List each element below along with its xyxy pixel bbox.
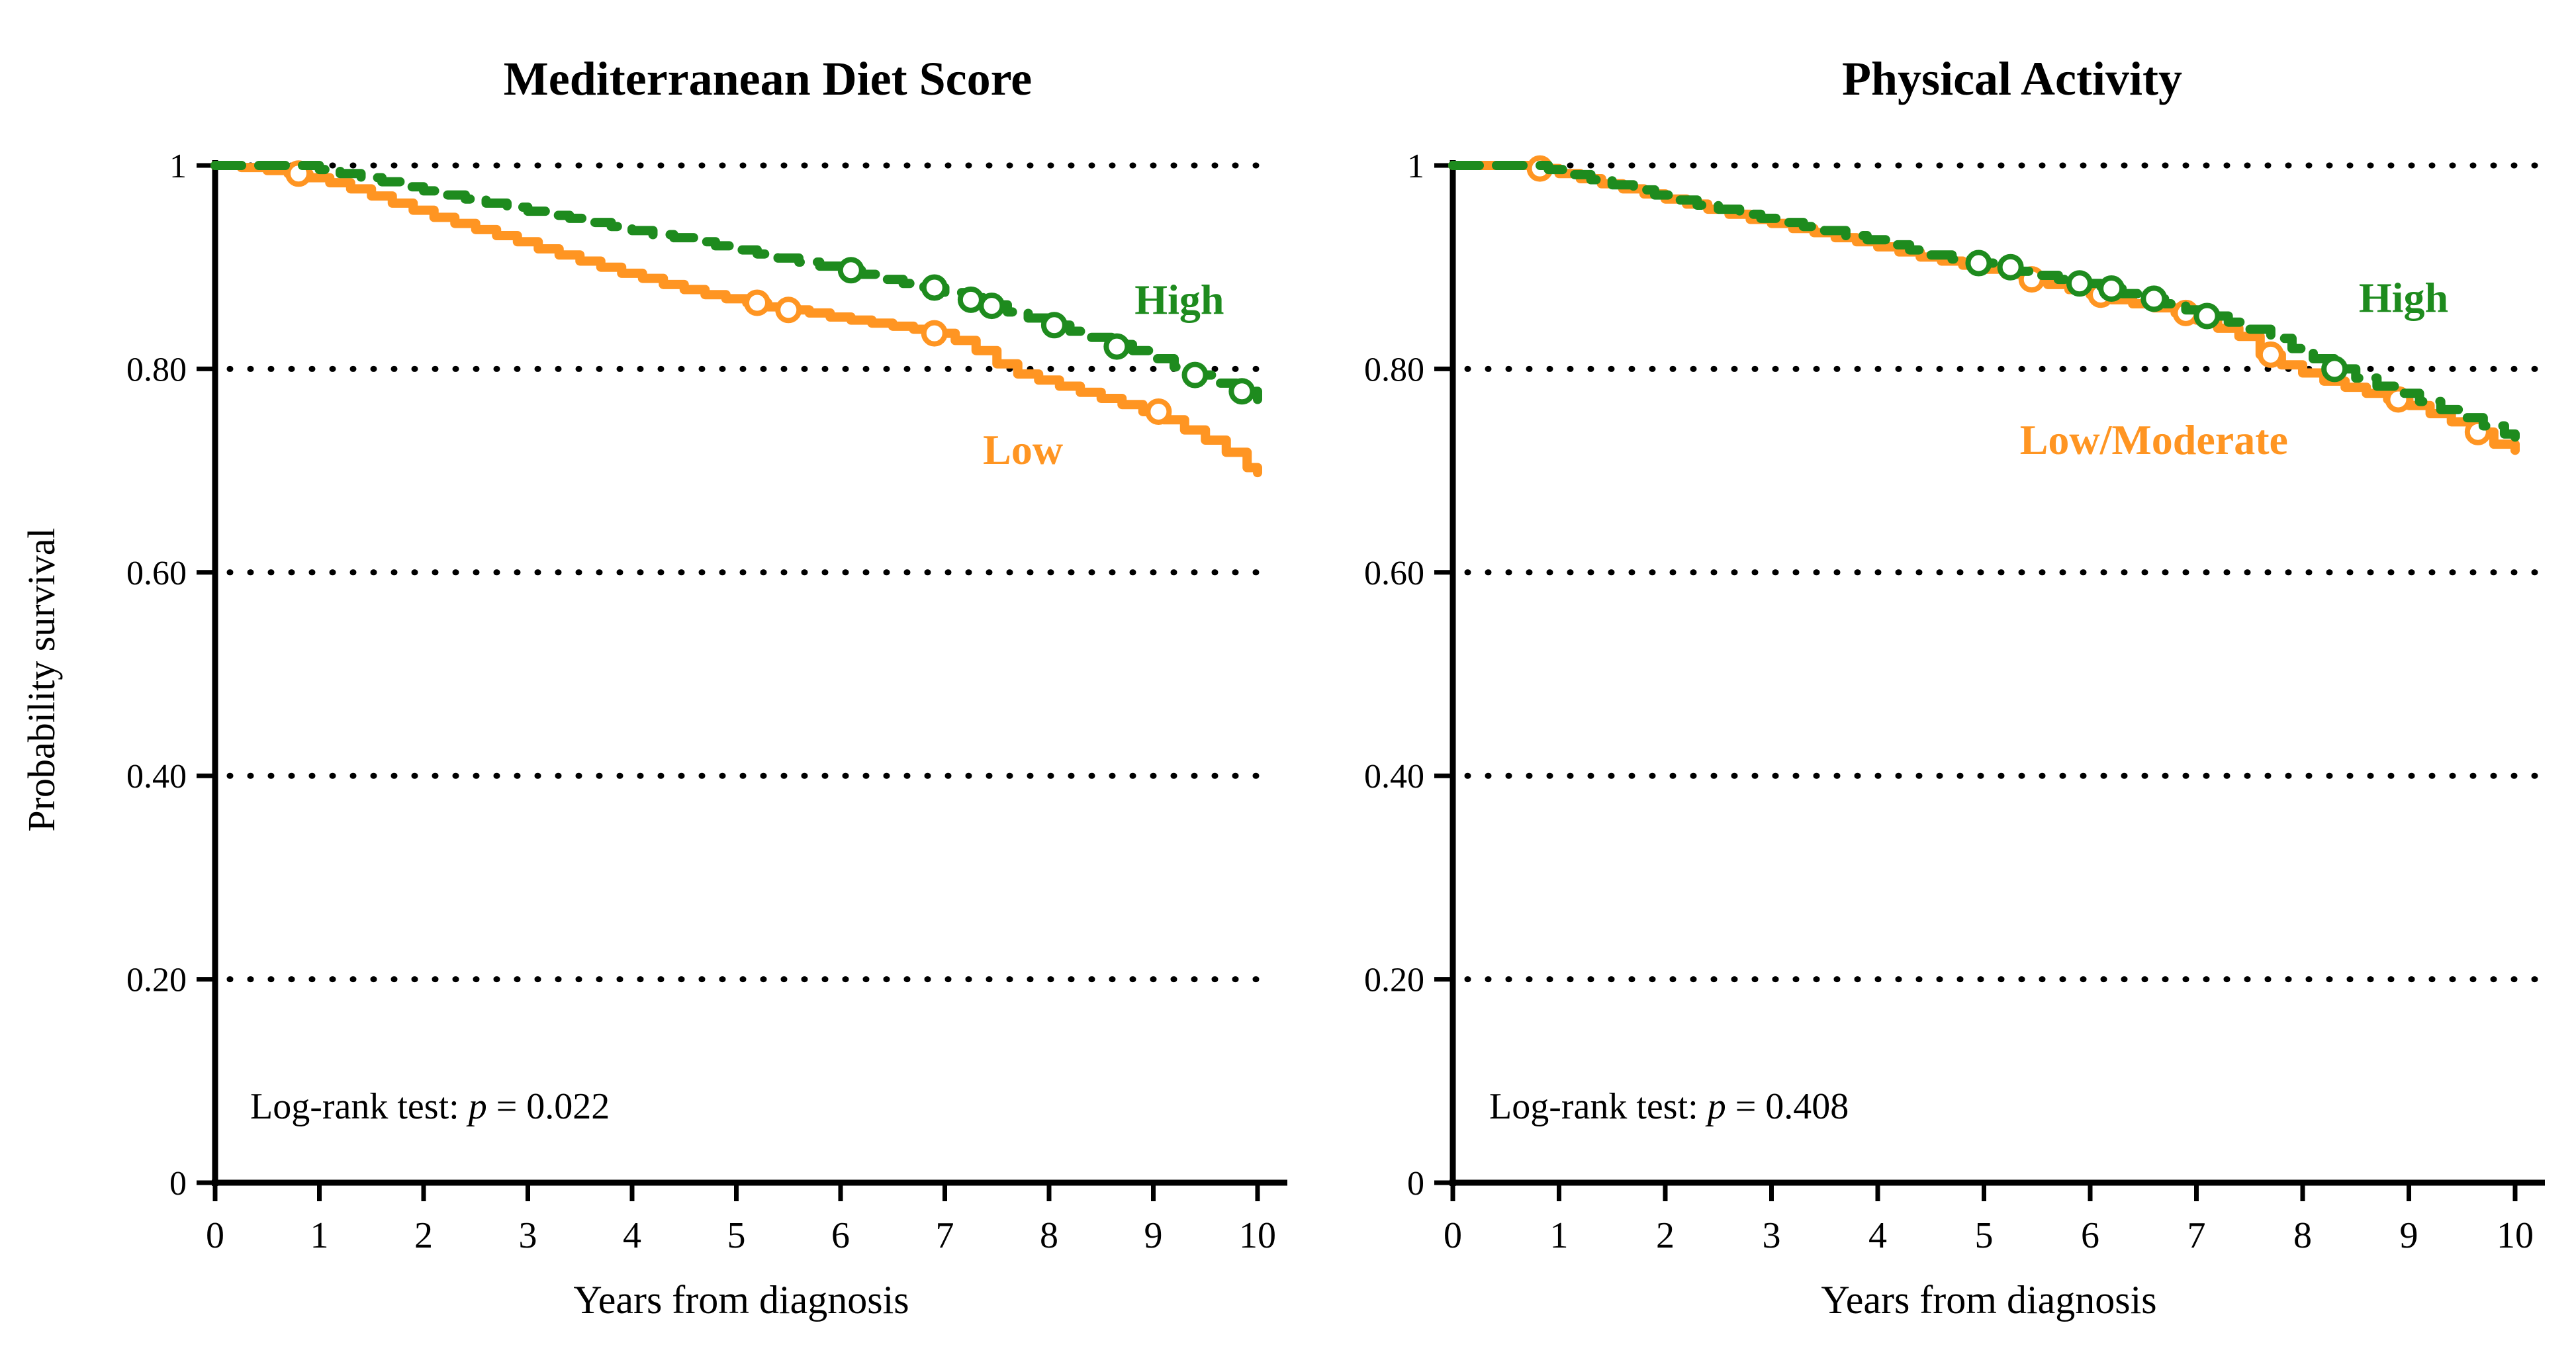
logrank-text: Log-rank test: (250, 1086, 469, 1127)
x-tick-label: 5 (727, 1215, 746, 1256)
x-tick-label: 3 (519, 1215, 537, 1256)
x-tick-label: 1 (1550, 1215, 1569, 1256)
censor-mark (2257, 341, 2284, 368)
censor-mark (1103, 333, 1130, 360)
legend-high-left: High (1134, 275, 1224, 323)
logrank-p-value: = 0.408 (1725, 1086, 1849, 1127)
censor-mark (2140, 285, 2168, 312)
logrank-p-value: = 0.022 (486, 1086, 610, 1127)
x-tick-label: 6 (2081, 1215, 2099, 1256)
y-tick-label: 0.40 (1364, 758, 1424, 796)
censor-mark (957, 286, 984, 313)
x-tick-label: 5 (1975, 1215, 1994, 1256)
x-tick-label: 0 (206, 1215, 224, 1256)
censor-mark (1997, 253, 2024, 281)
panel-title-physical-activity: Physical Activity (1842, 52, 2182, 105)
y-tick-label: 0 (1407, 1165, 1424, 1203)
x-tick-label: 10 (2497, 1215, 2534, 1256)
y-tick-label: 0.40 (126, 758, 187, 796)
x-tick-label: 3 (1763, 1215, 1781, 1256)
x-tick-label: 8 (2293, 1215, 2312, 1256)
censor-mark (921, 274, 948, 301)
censor-mark (1040, 312, 1068, 339)
logrank-annotation-left: Log-rank test: p = 0.022 (250, 1085, 610, 1128)
censor-mark (775, 297, 802, 324)
x-tick-label: 6 (831, 1215, 850, 1256)
x-tick-label: 10 (1239, 1215, 1276, 1256)
y-tick-label: 0.20 (126, 962, 187, 999)
censor-mark (1965, 250, 1992, 277)
logrank-p-symbol: p (468, 1086, 487, 1127)
survival-curve-low (210, 161, 1262, 478)
censor-mark (2172, 299, 2199, 326)
censor-mark (2018, 266, 2045, 293)
y-tick-label: 0.20 (1364, 962, 1424, 999)
survival-curve-high (210, 161, 1262, 404)
x-tick-label: 4 (1868, 1215, 1887, 1256)
y-tick-label: 0.60 (1364, 555, 1424, 592)
y-tick-label: 0.80 (126, 351, 187, 388)
censor-mark (1228, 378, 1256, 405)
x-tick-label: 2 (1656, 1215, 1675, 1256)
censor-mark (978, 293, 1005, 320)
x-tick-label: 7 (936, 1215, 954, 1256)
censor-mark (285, 160, 312, 187)
panel-title-mediterranean-diet: Mediterranean Diet Score (503, 52, 1033, 105)
y-axis-title: Probability survival (20, 527, 63, 832)
logrank-text: Log-rank test: (1489, 1086, 1708, 1127)
legend-low-moderate-right: Low/Moderate (2019, 416, 2288, 463)
x-axis-title-left: Years from diagnosis (573, 1278, 909, 1322)
censor-mark (2385, 386, 2412, 413)
survival-curve-low-moderate (1448, 161, 2520, 455)
censor-mark (744, 289, 770, 316)
censor-mark (2321, 355, 2348, 383)
censor-mark (921, 320, 948, 347)
x-axis-title-right: Years from diagnosis (1821, 1278, 2157, 1322)
censor-mark (1181, 361, 1209, 388)
censor-mark (2464, 418, 2491, 445)
y-tick-label: 1 (169, 148, 187, 185)
survival-curve-high (1448, 161, 2520, 442)
censor-mark (1526, 155, 1553, 182)
censor-mark (1145, 398, 1172, 425)
x-tick-label: 0 (1444, 1215, 1462, 1256)
x-tick-label: 7 (2187, 1215, 2206, 1256)
censor-mark (2193, 302, 2221, 330)
y-tick-label: 0.60 (126, 555, 187, 592)
x-tick-label: 9 (2400, 1215, 2418, 1256)
censor-mark (2066, 270, 2093, 297)
x-tick-label: 1 (310, 1215, 329, 1256)
censor-mark (2088, 281, 2115, 308)
legend-low-left: Low (983, 426, 1064, 474)
censor-mark (2098, 275, 2125, 302)
logrank-annotation-right: Log-rank test: p = 0.408 (1489, 1085, 1849, 1128)
x-tick-label: 2 (414, 1215, 433, 1256)
legend-high-right: High (2358, 273, 2449, 321)
x-tick-label: 9 (1144, 1215, 1163, 1256)
censor-mark (837, 257, 864, 284)
y-tick-label: 0.80 (1364, 351, 1424, 388)
y-tick-label: 1 (1407, 148, 1424, 185)
x-tick-label: 8 (1040, 1215, 1058, 1256)
logrank-p-symbol: p (1707, 1086, 1726, 1127)
y-tick-label: 0 (169, 1165, 187, 1203)
x-tick-label: 4 (623, 1215, 641, 1256)
